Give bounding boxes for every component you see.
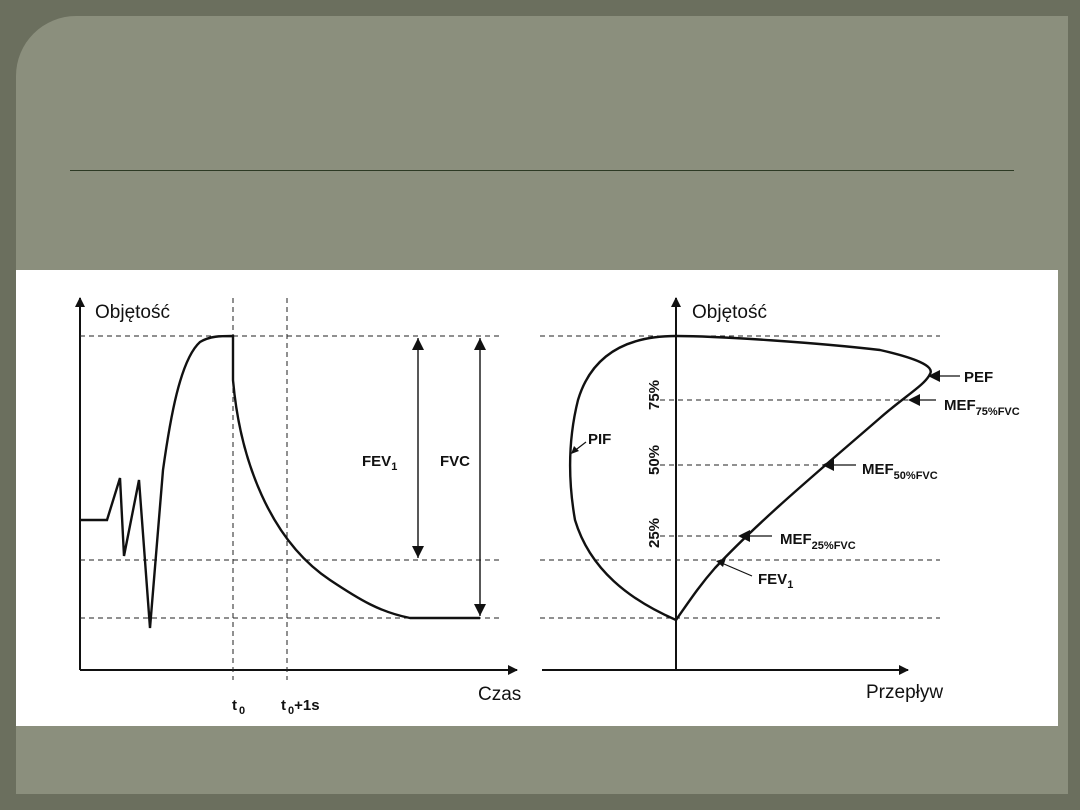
left-x-axis-label: Czas — [478, 684, 521, 705]
pef-arrowhead — [928, 370, 940, 382]
pif-label: PIF — [588, 431, 611, 448]
right-fev1-label: FEV1 — [758, 571, 793, 591]
right-y-axis-label: Objętość — [692, 302, 767, 323]
mef75-label: MEF75%FVC — [944, 397, 1020, 418]
mef50-label: MEF50%FVC — [862, 461, 938, 482]
mef25-label: MEF25%FVC — [780, 531, 856, 552]
left-guide-lines — [80, 298, 500, 680]
pct-75-label: 75% — [646, 380, 663, 410]
flow-volume-chart: Objętość Przepływ 75% 50% 25% PIF PEF ME… — [540, 297, 1020, 703]
pct-50-label: 50% — [646, 445, 663, 475]
mef25-arrowhead — [738, 530, 750, 542]
volume-time-curve — [80, 334, 480, 629]
flow-volume-loop — [568, 334, 932, 622]
mef75-arrowhead — [908, 394, 920, 406]
pif-arrowhead — [571, 446, 579, 454]
right-x-axis-label: Przepływ — [866, 682, 943, 703]
left-y-axis-label: Objętość — [95, 302, 170, 323]
right-guide-lines — [540, 335, 940, 619]
title-divider — [70, 170, 1014, 171]
right-fev1-pointer — [723, 563, 753, 577]
mef50-arrowhead — [822, 459, 834, 471]
right-fev1-arrowhead — [716, 558, 726, 567]
t0-plus-1s-label: t 0+1s — [281, 697, 320, 717]
pct-25-label: 25% — [646, 518, 663, 548]
left-fev1-label: FEV1 — [362, 453, 397, 473]
left-fvc-label: FVC — [440, 453, 470, 470]
pef-label: PEF — [964, 369, 993, 386]
diagram-panel — [16, 270, 1058, 726]
